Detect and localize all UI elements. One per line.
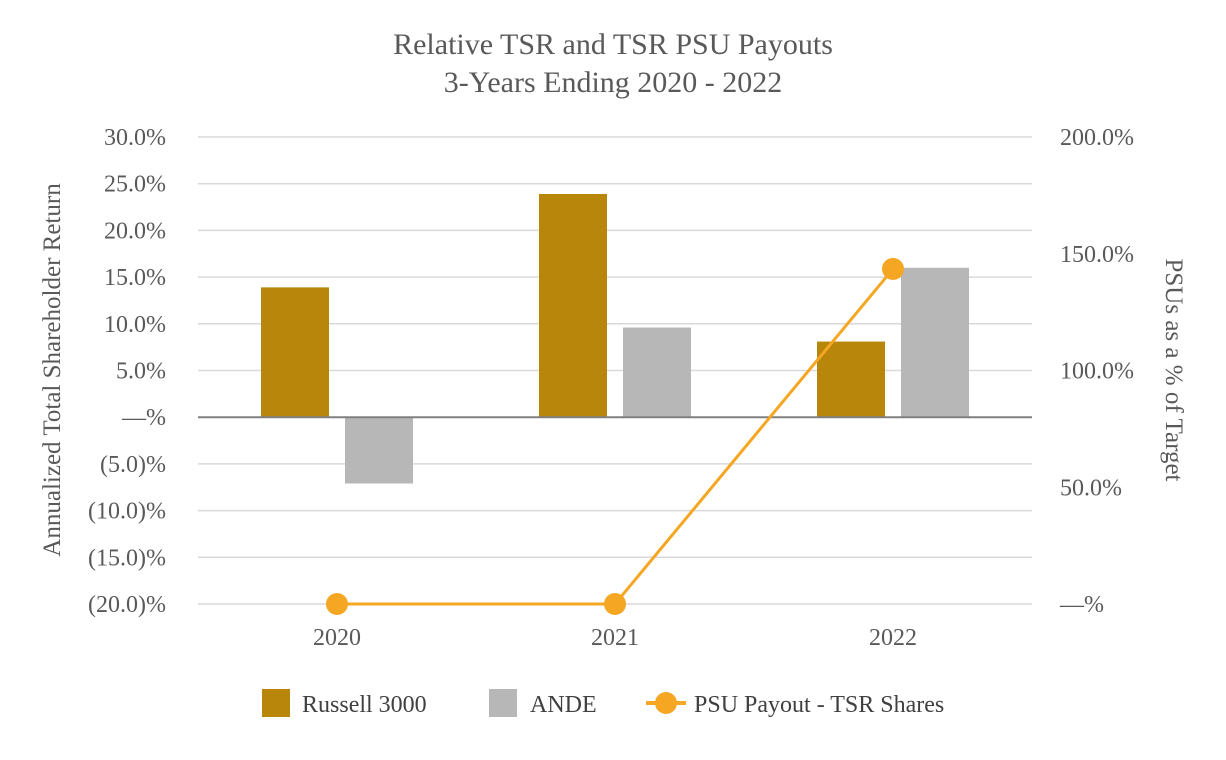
legend-swatch	[262, 689, 290, 717]
y-axis-title: Annualized Total Shareholder Return	[39, 183, 66, 557]
x-tick-label: 2022	[869, 625, 917, 651]
y-tick-label: 25.0%	[104, 172, 166, 198]
gridlines	[198, 136, 1032, 605]
psu-payout-line	[337, 267, 895, 606]
bar-russell-3000	[817, 341, 885, 418]
bar-russell-3000	[261, 287, 329, 418]
legend: Russell 3000 ANDE PSU Payout - TSR Shares	[262, 689, 944, 718]
y-tick-label: (5.0)%	[100, 452, 166, 478]
y2-tick-label: 50.0%	[1060, 475, 1122, 501]
legend-label: PSU Payout - TSR Shares	[694, 692, 944, 718]
y-tick-label: 30.0%	[104, 125, 166, 151]
legend-label: Russell 3000	[302, 692, 427, 718]
y2-axis-ticks: 200.0% 150.0% 100.0% 50.0% —%	[1059, 125, 1134, 618]
psu-payout-point	[604, 593, 626, 615]
bar-russell-3000	[539, 193, 607, 418]
y-tick-label: (20.0)%	[88, 592, 166, 618]
y-axis-ticks: 30.0% 25.0% 20.0% 15.0% 10.0% 5.0% —% (5.0)% (10…	[88, 125, 166, 618]
bars-group	[261, 193, 969, 484]
y-tick-label: 5.0%	[116, 359, 166, 385]
y2-tick-label: —%	[1059, 592, 1104, 618]
bar-ande	[623, 327, 691, 418]
y2-tick-label: 100.0%	[1060, 359, 1134, 385]
legend-label: ANDE	[530, 692, 597, 718]
psu-payout-point	[882, 257, 904, 280]
chart-title-line-1: Relative TSR and TSR PSU Payouts	[393, 28, 833, 61]
y-tick-label: —%	[121, 405, 166, 431]
line-series-group	[326, 257, 904, 615]
legend-swatch	[489, 689, 517, 717]
y-tick-label: 15.0%	[104, 265, 166, 291]
y2-tick-label: 200.0%	[1060, 125, 1134, 151]
chart-title-line-2: 3-Years Ending 2020 - 2022	[444, 66, 783, 99]
y-tick-label: (10.0)%	[88, 499, 166, 525]
y-tick-label: 20.0%	[104, 218, 166, 244]
bar-ande	[345, 417, 413, 484]
legend-marker-swatch	[655, 692, 677, 714]
y2-tick-label: 150.0%	[1060, 242, 1134, 268]
y-tick-label: (15.0)%	[88, 545, 166, 571]
x-tick-label: 2021	[591, 625, 639, 651]
x-tick-label: 2020	[313, 625, 361, 651]
y-tick-label: 10.0%	[104, 312, 166, 338]
psu-payout-point	[326, 593, 348, 615]
y2-axis-title: PSUs as a % of Target	[1160, 259, 1187, 482]
x-axis-ticks: 2020 2021 2022	[313, 625, 917, 651]
bar-ande	[901, 267, 969, 418]
